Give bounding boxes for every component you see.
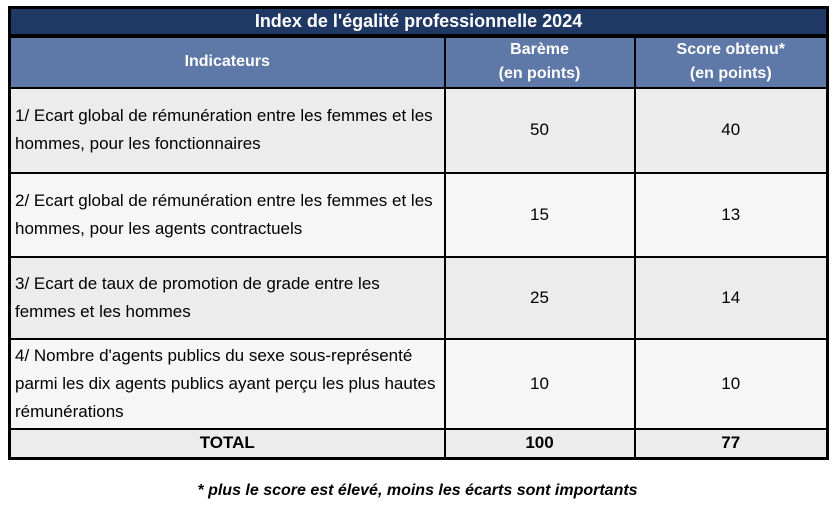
header-score: Score obtenu* (en points) — [633, 34, 829, 89]
indicator-4-bareme: 10 — [443, 337, 636, 430]
header-score-line1: Score obtenu* — [676, 41, 785, 58]
total-score: 77 — [633, 427, 829, 460]
indicator-1-label: 1/ Ecart global de rémunération entre le… — [8, 86, 446, 174]
header-bareme-line2: (en points) — [498, 65, 581, 82]
indicator-4-score: 10 — [633, 337, 829, 430]
total-bareme: 100 — [443, 427, 636, 460]
table-row-indicator-3: 3/ Ecart de taux de promotion de grade e… — [8, 255, 829, 340]
indicator-1-bareme: 50 — [443, 86, 636, 174]
footnote: * plus le score est élevé, moins les éca… — [197, 482, 638, 499]
header-indicators: Indicateurs — [8, 34, 446, 89]
header-score-line2: (en points) — [689, 65, 772, 82]
table-row-indicator-2: 2/ Ecart global de rémunération entre le… — [8, 171, 829, 258]
table-row-indicator-1: 1/ Ecart global de rémunération entre le… — [8, 86, 829, 174]
total-label: TOTAL — [8, 427, 446, 460]
indicator-4-label: 4/ Nombre d'agents publics du sexe sous-… — [8, 337, 446, 430]
table-header-row: Indicateurs Barème (en points) Score obt… — [8, 34, 829, 89]
header-bareme-line1: Barème — [510, 41, 569, 58]
indicator-2-label: 2/ Ecart global de rémunération entre le… — [8, 171, 446, 258]
indicator-2-score: 13 — [633, 171, 829, 258]
indicator-1-score: 40 — [633, 86, 829, 174]
table-title-row: Index de l'égalité professionnelle 2024 — [8, 6, 829, 38]
equality-index-table: Index de l'égalité professionnelle 2024 … — [8, 6, 830, 460]
table-title: Index de l'égalité professionnelle 2024 — [8, 6, 829, 38]
table-row-indicator-4: 4/ Nombre d'agents publics du sexe sous-… — [8, 337, 829, 430]
header-bareme: Barème (en points) — [443, 34, 636, 89]
indicator-2-bareme: 15 — [443, 171, 636, 258]
indicator-3-bareme: 25 — [443, 255, 636, 340]
table-total-row: TOTAL 100 77 — [8, 427, 829, 460]
indicator-3-score: 14 — [633, 255, 829, 340]
indicator-3-label: 3/ Ecart de taux de promotion de grade e… — [8, 255, 446, 340]
